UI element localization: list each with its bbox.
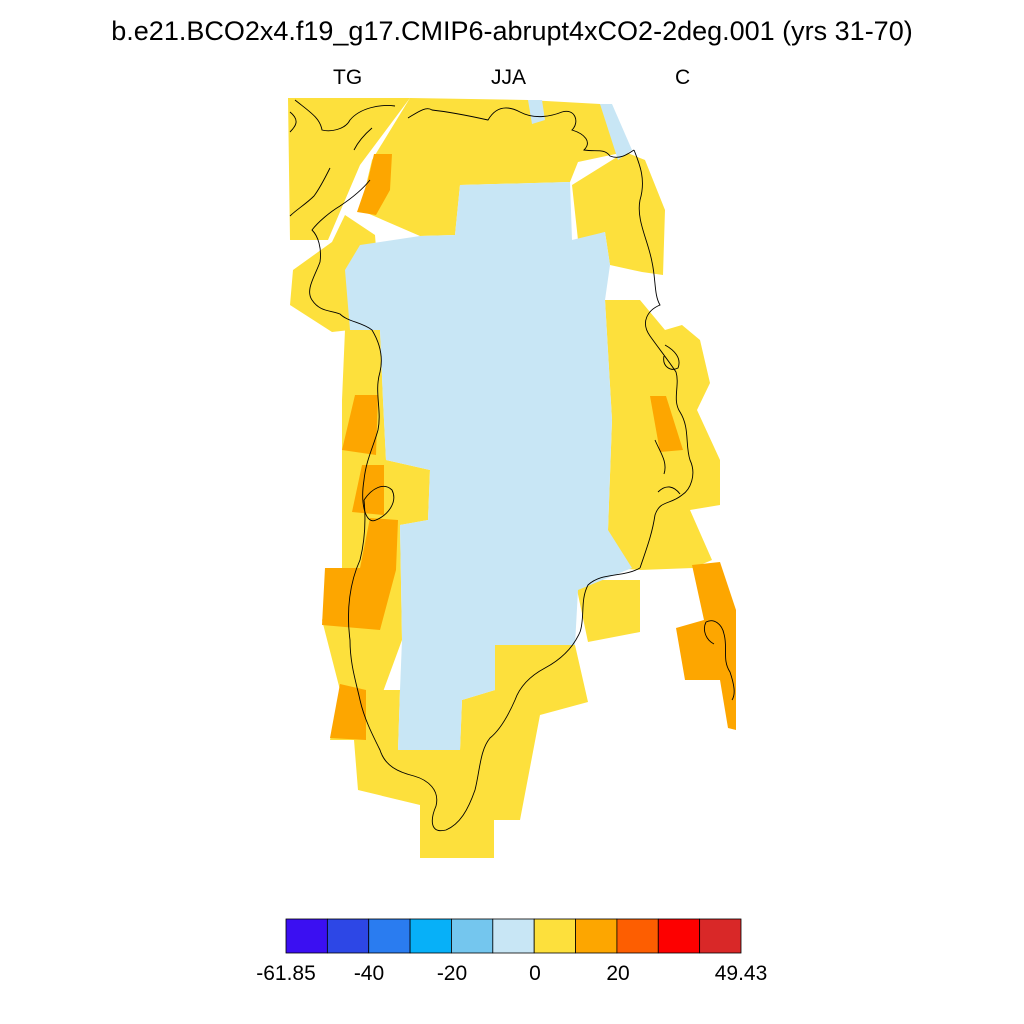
colorbar-cell bbox=[533, 918, 576, 954]
orange-cell-west-3 bbox=[322, 518, 398, 630]
ice-northeast-strip bbox=[600, 104, 632, 160]
coast-south bbox=[348, 499, 641, 832]
orange-cell-southeast bbox=[676, 562, 736, 730]
ice-north-strip bbox=[528, 100, 545, 124]
north-coast-band bbox=[360, 98, 625, 236]
coast-northeast bbox=[633, 149, 694, 569]
colorbar-label-min: -61.85 bbox=[256, 962, 316, 985]
coast-northwest-inlet bbox=[289, 127, 373, 217]
units-label: C bbox=[675, 66, 691, 89]
colorbar-cell bbox=[285, 918, 328, 954]
coast-west bbox=[309, 179, 395, 522]
orange-cell-east-1 bbox=[650, 396, 683, 452]
colorbar-labels: -61.85 -40 -20 0 20 49.43 bbox=[256, 962, 767, 985]
variable-label: TG bbox=[333, 66, 363, 89]
colorbar-cell bbox=[409, 918, 452, 954]
southeast-coast-band bbox=[575, 580, 640, 642]
colorbar-cell bbox=[699, 918, 742, 954]
ice-sheet bbox=[345, 100, 632, 750]
colorbar-label-zero: 0 bbox=[529, 962, 541, 985]
ice-interior bbox=[345, 182, 632, 750]
northwest-tip bbox=[288, 98, 410, 240]
colorbar-label-neg40: -40 bbox=[354, 962, 384, 985]
warmer-cells bbox=[322, 154, 736, 740]
orange-cell-north bbox=[357, 154, 392, 215]
coast-north bbox=[289, 99, 635, 158]
colorbar-cells bbox=[285, 918, 742, 954]
colorbar-label-max: 49.43 bbox=[715, 962, 768, 985]
plot-title: b.e21.BCO2x4.f19_g17.CMIP6-abrupt4xCO2-2… bbox=[111, 16, 913, 46]
season-label: JJA bbox=[491, 66, 527, 89]
southwest-coast-band bbox=[330, 645, 588, 858]
colorbar-cell bbox=[657, 918, 701, 954]
orange-cell-west-2 bbox=[352, 465, 384, 515]
coast-east-fjord bbox=[654, 344, 681, 495]
colorbar-label-neg20: -20 bbox=[437, 962, 467, 985]
colorbar-label-20: 20 bbox=[606, 962, 629, 985]
orange-cell-west-1 bbox=[342, 395, 378, 455]
coast-southeast-island bbox=[703, 620, 735, 701]
northeast-coast-band bbox=[572, 152, 665, 275]
colorbar-cell bbox=[326, 918, 370, 954]
colorbar-cell bbox=[616, 918, 659, 954]
colorbar-cell bbox=[451, 918, 494, 954]
orange-cell-southwest bbox=[330, 684, 366, 740]
colorbar-cell bbox=[492, 918, 535, 954]
colorbar-cell bbox=[575, 918, 618, 954]
colorbar-cell bbox=[368, 918, 411, 954]
coastline bbox=[289, 99, 735, 832]
